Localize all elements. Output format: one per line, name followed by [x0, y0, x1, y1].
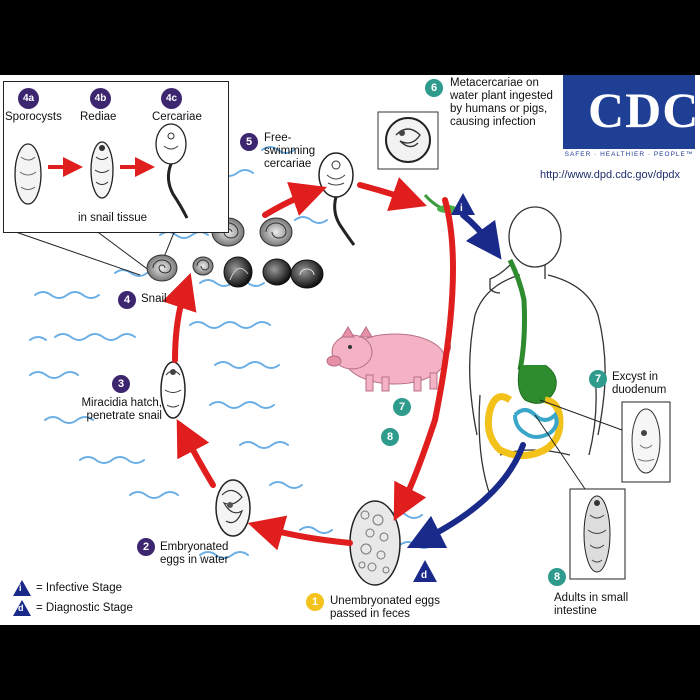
rediae-label: Rediae: [80, 111, 117, 123]
pig-step-7-badge: 7: [393, 398, 411, 416]
cycle-arrows: [162, 177, 456, 551]
legend-diagnostic-triangle: [13, 600, 31, 616]
human-figure: [469, 206, 606, 496]
human-arrows: [406, 212, 526, 549]
inset-stages-art: [14, 123, 189, 219]
excyst-figure: [621, 401, 671, 483]
life-cycle-art: [9, 111, 671, 616]
step-5-badge: 5: [240, 133, 258, 151]
legend-infective-letter: i: [19, 583, 22, 593]
diagnostic-marker-letter: d: [421, 570, 428, 581]
step-4a-badge: 4a: [18, 88, 39, 109]
legend-diagnostic-label: = Diagnostic Stage: [36, 602, 133, 614]
cercariae-label: Cercariae: [152, 111, 202, 123]
step-6-badge: 6: [425, 79, 443, 97]
leader-lines: [534, 399, 623, 490]
adult-fluke-figure: [569, 488, 626, 580]
legend-diagnostic-letter: d: [18, 603, 24, 613]
cdc-logo-box: CDC: [563, 75, 698, 149]
diagram-canvas: i d 4a Sporocysts 4b Rediae 4c Cercariae: [0, 75, 700, 625]
step-2-label: Embryonated eggs in water: [160, 541, 229, 566]
step-5-label: Free-swimming cercariae: [264, 132, 316, 170]
step-4c-badge: 4c: [161, 88, 182, 109]
cercaria-figure: [318, 152, 356, 246]
snail-tissue-inset: 4a Sporocysts 4b Rediae 4c Cercariae: [3, 81, 229, 233]
step-3-badge: 3: [112, 375, 130, 393]
infective-stage-marker: [451, 193, 475, 215]
step-4b-badge: 4b: [90, 88, 111, 109]
inset-caption: in snail tissue: [78, 212, 148, 224]
redia-figure: [90, 141, 114, 199]
water-plant-figure: [423, 194, 457, 215]
miracidium-figure: [160, 361, 186, 419]
digestive-tract: [484, 258, 564, 459]
pig-step-8-badge: 8: [381, 428, 399, 446]
diagnostic-stage-marker: [413, 560, 437, 582]
step-1-badge: 1: [306, 593, 324, 611]
step-4-badge: 4: [118, 291, 136, 309]
step-2-badge: 2: [137, 538, 155, 556]
cdc-logo: CDC SAFER · HEALTHIER · PEOPLE™: [563, 75, 698, 167]
unembryonated-egg-figure: [349, 500, 401, 586]
step-1-label: Unembryonated eggs passed in feces: [330, 595, 440, 620]
step-8-label: Adults in small intestine: [554, 592, 629, 617]
pig-figure: [326, 326, 452, 392]
embryonated-egg-figure: [215, 479, 251, 537]
legend-infective-label: = Infective Stage: [36, 582, 122, 594]
step-7-label: Excyst in duodenum: [612, 371, 667, 396]
sporocyst-figure: [14, 143, 42, 205]
legend-infective-triangle: [13, 580, 31, 596]
metacercaria-figure: [377, 111, 439, 170]
step-6-label: Metacercariae on water plant ingested by…: [450, 77, 553, 128]
step-3-label: Miracidia hatch, penetrate snail: [81, 397, 162, 422]
cdc-tagline: SAFER · HEALTHIER · PEOPLE™: [564, 151, 694, 158]
step-8-badge: 8: [548, 568, 566, 586]
inset-cercaria-figure: [155, 123, 189, 219]
infective-marker-letter: i: [460, 203, 463, 214]
cdc-logo-text: CDC: [588, 82, 700, 138]
step-4-label: Snail: [141, 293, 167, 305]
sporocysts-label: Sporocysts: [5, 111, 62, 123]
step-7-badge: 7: [589, 370, 607, 388]
source-url[interactable]: http://www.dpd.cdc.gov/dpdx: [540, 169, 681, 181]
